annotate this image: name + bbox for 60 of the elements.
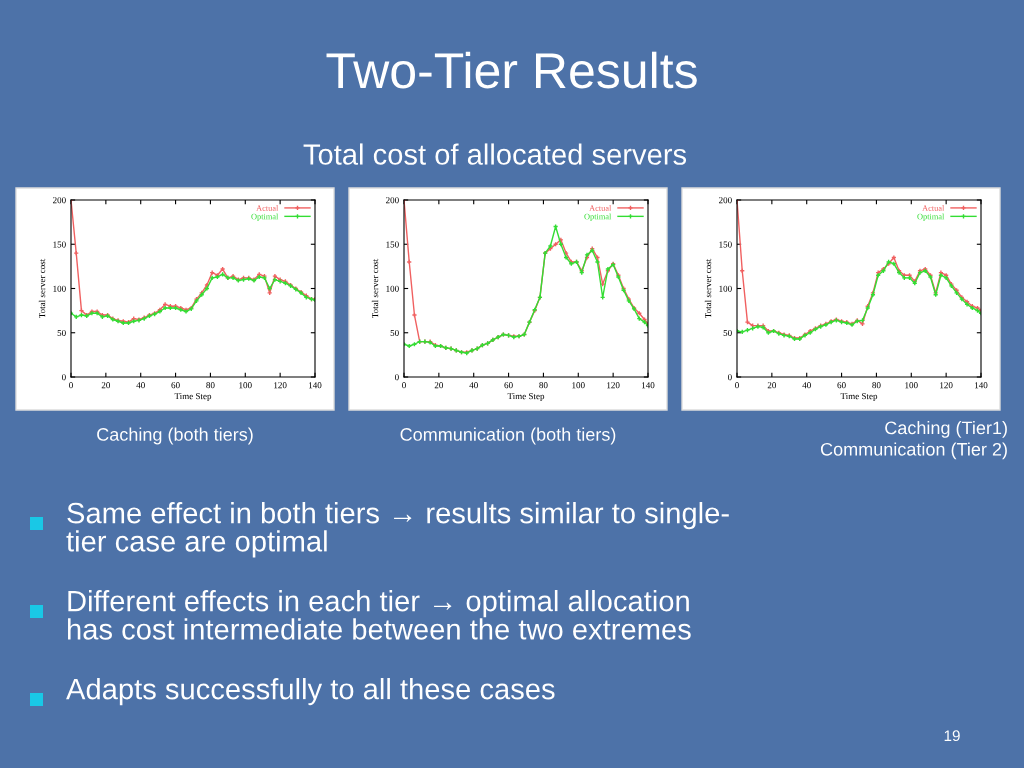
text: Same effect in both tiers → results similar to single- tier case are optimal [66,502,729,558]
y-axis-title: Total server cost [371,258,379,319]
y-tick-label: 0 [727,374,732,381]
y-tick-label: 100 [386,285,399,292]
y-tick-label: 150 [719,241,732,248]
x-tick-label: 40 [469,382,478,389]
y-tick-label: 0 [61,374,66,381]
x-tick-label: 100 [905,382,918,389]
text: Caching (Tier1) Communication (Tier 2) [820,421,1007,460]
x-tick-label: 20 [101,382,111,389]
x-tick-label: 60 [171,382,180,389]
x-tick-label: 40 [802,382,811,389]
x-tick-label: 20 [767,382,777,389]
y-tick-label: 150 [386,241,399,248]
y-tick-label: 0 [394,374,399,381]
x-tick-label: 40 [136,382,145,389]
y-tick-label: 200 [718,197,732,204]
legend-label: Actual [922,205,945,211]
legend-label: Actual [589,205,612,211]
legend-label: Optimal [251,213,279,222]
y-tick-label: 50 [390,329,399,336]
text: Caching (both tiers) [97,427,253,445]
x-tick-label: 120 [274,382,287,389]
text: 19 [944,730,960,742]
y-tick-label: 50 [723,329,732,336]
x-tick-label: 140 [642,382,655,389]
y-tick-label: 200 [52,197,66,204]
x-tick-label: 0 [402,382,406,389]
text: Two-Tier Results [326,51,697,89]
x-tick-label: 100 [572,382,585,389]
text: Total cost of allocated servers [303,143,687,165]
legend-label: Optimal [584,213,612,222]
x-tick-label: 80 [872,382,881,389]
legend-label: Actual [256,205,279,211]
y-tick-label: 200 [385,197,399,204]
x-tick-label: 60 [504,382,513,389]
x-tick-label: 80 [539,382,548,389]
y-tick-label: 100 [719,285,732,292]
x-tick-label: 20 [434,382,444,389]
x-tick-label: 80 [206,382,215,389]
x-axis-title: Time Step [507,393,545,402]
y-tick-label: 50 [57,329,66,336]
x-tick-label: 100 [239,382,252,389]
x-tick-label: 60 [837,382,846,389]
y-tick-label: 150 [53,241,66,248]
y-axis-title: Total server cost [704,258,712,319]
x-axis-title: Time Step [174,393,212,402]
x-tick-label: 140 [309,382,322,389]
text: Adapts successfully to all these cases [66,678,555,706]
legend-label: Optimal [917,213,945,222]
y-tick-label: 100 [53,285,66,292]
x-axis-title: Time Step [840,393,878,402]
x-tick-label: 0 [735,382,739,389]
text: Different effects in each tier → optimal allocation has cost intermediate between the two extremes [68,590,691,640]
text: Communication (both tiers) [400,427,616,445]
x-tick-label: 120 [607,382,620,389]
y-axis-title: Total server cost [38,258,46,319]
x-tick-label: 0 [69,382,73,389]
x-tick-label: 140 [975,382,988,389]
x-tick-label: 120 [940,382,953,389]
